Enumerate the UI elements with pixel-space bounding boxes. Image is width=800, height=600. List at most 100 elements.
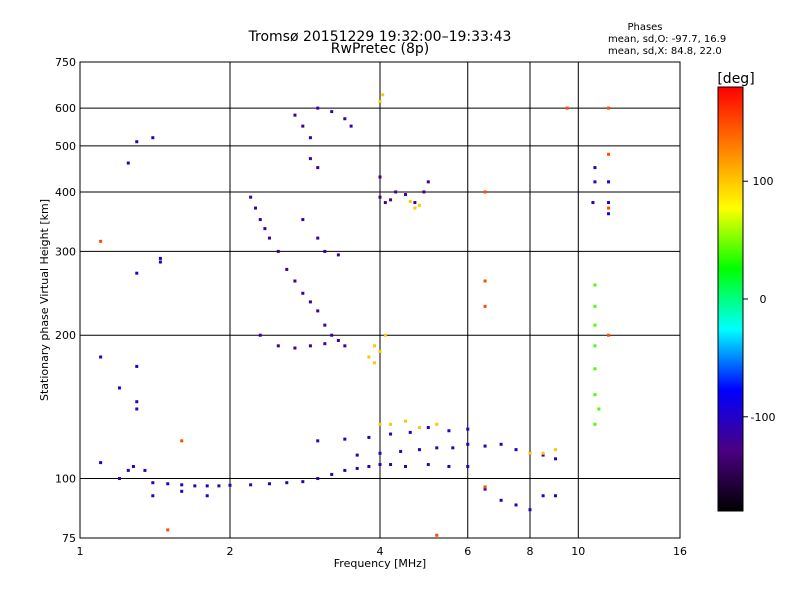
- data-point: [205, 484, 209, 488]
- data-point: [276, 344, 280, 348]
- data-point: [389, 198, 393, 202]
- x-tick-label: 10: [571, 545, 585, 558]
- data-point: [151, 494, 155, 498]
- y-tick-label: 100: [55, 473, 76, 486]
- data-point: [343, 344, 347, 348]
- colorbar: [717, 86, 744, 512]
- data-point: [228, 483, 232, 487]
- data-point: [413, 201, 417, 205]
- annotation-line-2: mean, sd,X: 84.8, 22.0: [608, 46, 722, 57]
- data-point: [323, 323, 327, 327]
- data-point: [373, 344, 377, 348]
- data-point: [378, 175, 382, 179]
- data-point: [126, 468, 130, 472]
- data-point: [383, 201, 387, 205]
- data-point: [403, 419, 407, 423]
- data-point: [435, 422, 439, 426]
- data-point: [180, 483, 184, 487]
- data-point: [301, 124, 305, 128]
- data-point: [378, 195, 382, 199]
- data-point: [417, 425, 421, 429]
- data-point: [383, 333, 387, 337]
- chart-subtitle: RwPretec (8p): [331, 41, 429, 57]
- annotation-title: Phases: [627, 22, 662, 33]
- data-point: [553, 457, 557, 461]
- data-point: [126, 161, 130, 165]
- data-point: [293, 279, 297, 283]
- data-point: [323, 342, 327, 346]
- data-point: [316, 236, 320, 240]
- data-point: [258, 333, 262, 337]
- data-point: [293, 113, 297, 117]
- data-point: [593, 304, 597, 308]
- data-point: [355, 466, 359, 470]
- data-point: [593, 344, 597, 348]
- data-point: [258, 218, 262, 222]
- data-point: [597, 407, 601, 411]
- data-point: [249, 195, 253, 199]
- data-point: [308, 300, 312, 304]
- data-point: [151, 136, 155, 140]
- data-point: [389, 432, 393, 436]
- data-point: [330, 110, 334, 114]
- data-point: [316, 106, 320, 110]
- data-point: [499, 498, 503, 502]
- data-point: [607, 201, 611, 205]
- data-point: [99, 355, 103, 359]
- data-point: [249, 483, 253, 487]
- data-point: [166, 482, 170, 486]
- data-point: [553, 448, 557, 452]
- data-point: [316, 309, 320, 313]
- data-point: [593, 166, 597, 170]
- data-point: [466, 464, 470, 468]
- data-point: [483, 487, 487, 491]
- y-tick-label: 750: [55, 56, 76, 69]
- data-points: [99, 93, 611, 537]
- data-point: [451, 446, 455, 450]
- data-point: [285, 481, 289, 485]
- data-point: [541, 451, 545, 455]
- data-point: [293, 346, 297, 350]
- data-point: [316, 439, 320, 443]
- data-point: [285, 267, 289, 271]
- data-point: [158, 260, 162, 264]
- data-point: [528, 451, 532, 455]
- data-point: [336, 253, 340, 257]
- data-point: [330, 472, 334, 476]
- data-point: [447, 429, 451, 433]
- data-point: [553, 494, 557, 498]
- data-point: [158, 256, 162, 260]
- data-point: [308, 344, 312, 348]
- data-point: [607, 152, 611, 156]
- data-point: [316, 166, 320, 170]
- data-point: [417, 448, 421, 452]
- grid-lines: [80, 62, 680, 538]
- data-point: [367, 435, 371, 439]
- data-point: [417, 203, 421, 207]
- data-point: [607, 212, 611, 216]
- data-point: [514, 448, 518, 452]
- data-point: [373, 361, 377, 365]
- data-point: [253, 206, 257, 210]
- data-point: [263, 227, 267, 231]
- data-point: [276, 249, 280, 253]
- data-point: [514, 503, 518, 507]
- data-point: [336, 338, 340, 342]
- colorbar-tick-label: -100: [751, 411, 776, 424]
- data-point: [591, 201, 595, 205]
- data-point: [135, 140, 139, 144]
- data-point: [565, 106, 569, 110]
- data-point: [99, 239, 103, 243]
- data-point: [447, 464, 451, 468]
- x-tick-label: 16: [673, 545, 687, 558]
- y-tick-label: 500: [55, 140, 76, 153]
- data-point: [422, 190, 426, 194]
- x-tick-label: 1: [77, 545, 84, 558]
- data-point: [528, 508, 532, 512]
- data-point: [355, 453, 359, 457]
- data-point: [378, 451, 382, 455]
- data-point: [394, 190, 398, 194]
- data-point: [403, 464, 407, 468]
- data-point: [378, 463, 382, 467]
- data-point: [267, 236, 271, 240]
